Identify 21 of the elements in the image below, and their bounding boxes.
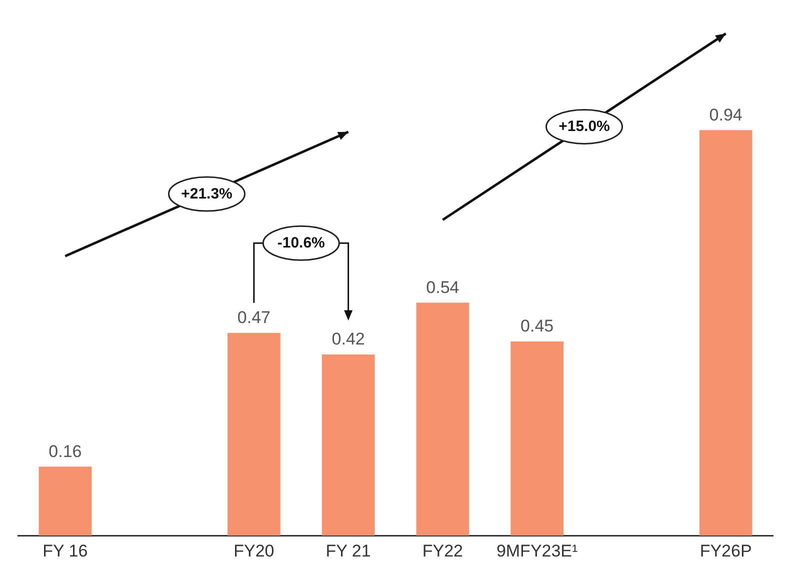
data-label: 0.47 [237, 308, 270, 328]
x-tick-label: FY 16 [42, 541, 88, 560]
x-tick-label: FY 21 [326, 541, 371, 560]
x-tick-label: FY26P [700, 541, 752, 560]
x-tick-label: 9MFY23E¹ [496, 541, 578, 560]
bar [322, 354, 375, 536]
x-tick-label: FY22 [422, 541, 464, 560]
data-label: 0.16 [48, 442, 82, 461]
data-label: 0.45 [520, 316, 554, 336]
data-label: 0.42 [332, 330, 365, 349]
bar [38, 466, 92, 536]
bar [416, 302, 470, 536]
bar [699, 130, 752, 536]
annotation: -10.6% [277, 234, 325, 252]
x-tick-label: FY20 [234, 541, 274, 560]
annotation: +15.0% [558, 118, 610, 136]
data-label: 0.94 [709, 105, 742, 124]
data-label: 0.54 [426, 278, 460, 297]
bar [510, 342, 564, 536]
bar [228, 332, 280, 536]
annotation: +21.3% [181, 185, 232, 202]
